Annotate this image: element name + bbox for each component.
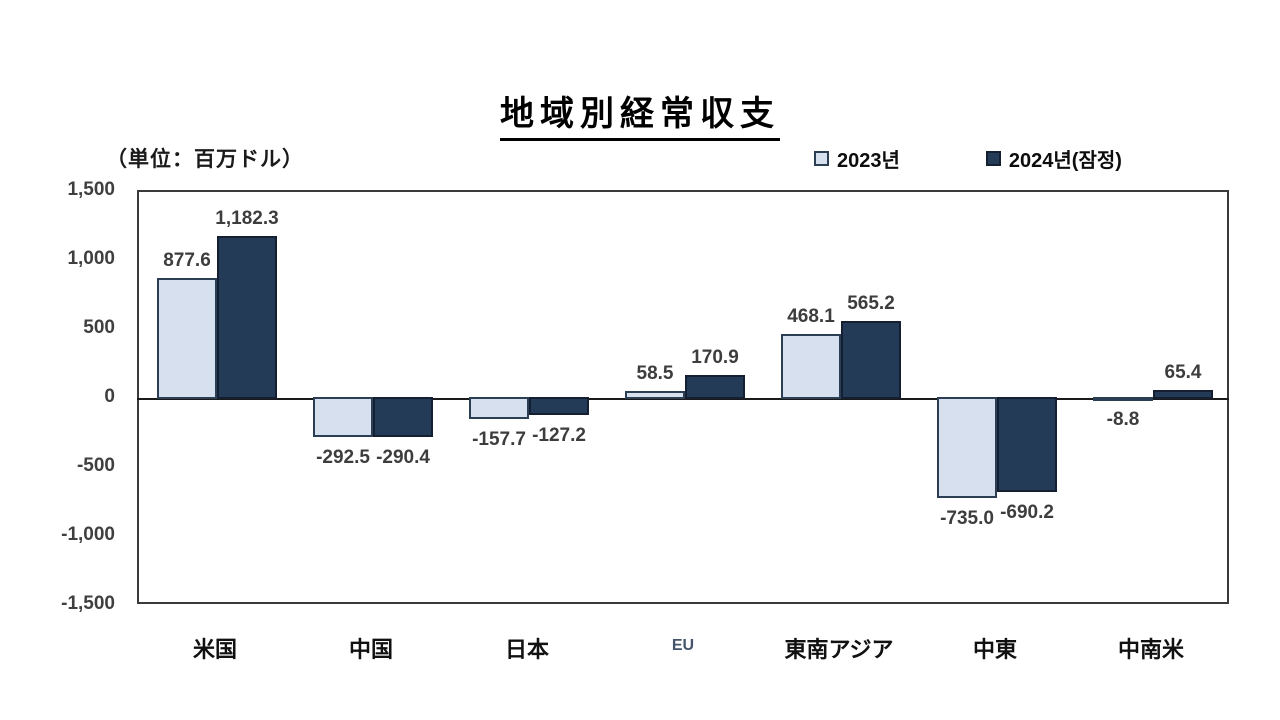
bar-2024년(잠정)-中国 — [373, 397, 433, 438]
legend-item-2023: 2023년 — [814, 144, 900, 173]
bar-2023년-東南アジア — [781, 334, 841, 399]
plot-area: 877.6 -292.5 -157.7 58.5 468.1 -735.0 -8.8 1,18… — [137, 190, 1229, 604]
bar-2024년(잠정)-東南アジア — [841, 321, 901, 399]
x-category-label-EU: EU — [671, 637, 695, 654]
bar-2023년-中国 — [313, 397, 373, 438]
legend-item-2024: 2024년(잠정) — [985, 144, 1122, 173]
value-label: 877.6 — [163, 249, 211, 271]
value-label: -292.5 — [316, 447, 370, 469]
x-category-label-中南米: 中南米 — [1117, 637, 1185, 662]
y-tick-label: 0 — [104, 386, 115, 407]
legend-swatch-2023-icon — [814, 151, 829, 166]
legend-label-2024: 2024년(잠정) — [1008, 150, 1122, 172]
x-category-label-中国: 中国 — [348, 637, 394, 662]
y-tick-label: 1,500 — [67, 179, 115, 200]
value-label: 468.1 — [787, 306, 835, 328]
y-tick-label: -1,500 — [61, 593, 115, 614]
x-category-label-米国: 米国 — [192, 637, 238, 662]
y-tick-label: 1,000 — [67, 248, 115, 269]
x-category-label-中東: 中東 — [972, 637, 1018, 662]
value-label: -290.4 — [376, 447, 430, 469]
value-label: 65.4 — [1164, 361, 1202, 383]
bar-2023년-日本 — [469, 397, 529, 419]
x-category-label-東南アジア: 東南アジア — [784, 637, 894, 662]
bar-2024년(잠정)-中東 — [997, 397, 1057, 493]
zero-axis-line — [137, 398, 1229, 400]
value-label: -735.0 — [940, 508, 994, 530]
value-label: -157.7 — [472, 428, 526, 450]
bar-2024년(잠정)-中南米 — [1153, 389, 1213, 399]
unit-label: （単位：百万ドル） — [106, 148, 304, 171]
title-row: 地域別経常収支 — [0, 86, 1280, 141]
chart-title: 地域別経常収支 — [500, 86, 780, 141]
value-label: -127.2 — [532, 424, 586, 446]
legend-swatch-2024-icon — [985, 151, 1001, 166]
value-label: 170.9 — [691, 347, 739, 369]
y-tick-label: -500 — [76, 455, 115, 476]
bar-2023년-中東 — [937, 397, 997, 499]
value-label: 565.2 — [847, 293, 895, 314]
legend-label-2023: 2023년 — [837, 150, 900, 172]
y-tick-label: 500 — [83, 317, 115, 338]
bar-2024년(잠정)-EU — [685, 375, 745, 399]
legend: 2023년 2024년(잠정) — [814, 144, 1122, 173]
value-label: -690.2 — [1000, 502, 1054, 524]
bar-2024년(잠정)-日本 — [529, 397, 589, 415]
bar-2024년(잠정)-米国 — [217, 235, 277, 399]
value-label: -8.8 — [1106, 409, 1140, 430]
bar-2023년-米国 — [157, 277, 217, 399]
y-tick-label: -1,000 — [61, 524, 115, 545]
value-label: 1,182.3 — [215, 207, 279, 229]
bar-2023년-中南米 — [1093, 397, 1153, 401]
value-label: 58.5 — [636, 362, 674, 384]
x-category-label-日本: 日本 — [504, 637, 550, 662]
bar-2023년-EU — [625, 390, 685, 399]
